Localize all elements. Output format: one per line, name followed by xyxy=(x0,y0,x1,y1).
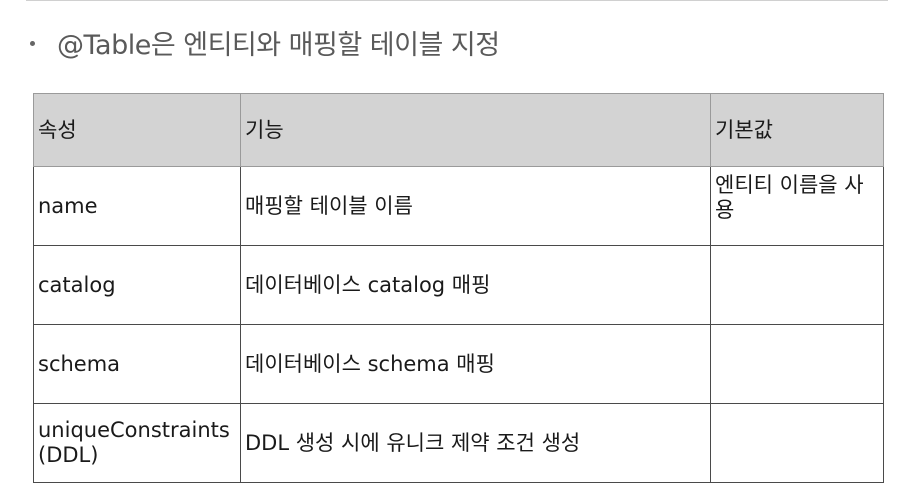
table-row: catalog 데이터베이스 catalog 매핑 xyxy=(33,245,884,325)
cell-default xyxy=(710,324,884,404)
cell-attribute: catalog xyxy=(33,245,241,325)
top-divider xyxy=(26,0,888,1)
bullet-dot-icon xyxy=(30,40,35,46)
cell-attribute: name xyxy=(33,166,241,246)
header-default: 기본값 xyxy=(710,93,884,167)
cell-function: 매핑할 테이블 이름 xyxy=(240,166,711,246)
cell-attribute: uniqueConstraints (DDL) xyxy=(33,403,241,483)
bullet-text: @Table은 엔티티와 매핑할 테이블 지정 xyxy=(57,29,500,61)
attribute-table: 속성 기능 기본값 name 매핑할 테이블 이름 엔티티 이름을 사용 cat… xyxy=(33,93,884,483)
cell-function: DDL 생성 시에 유니크 제약 조건 생성 xyxy=(240,403,711,483)
cell-default xyxy=(710,245,884,325)
cell-function: 데이터베이스 catalog 매핑 xyxy=(240,245,711,325)
cell-attribute: schema xyxy=(33,324,241,404)
cell-default xyxy=(710,403,884,483)
table-row: schema 데이터베이스 schema 매핑 xyxy=(33,324,884,404)
header-function: 기능 xyxy=(240,93,711,167)
table-row: uniqueConstraints (DDL) DDL 생성 시에 유니크 제약… xyxy=(33,403,884,483)
cell-function: 데이터베이스 schema 매핑 xyxy=(240,324,711,404)
cell-default: 엔티티 이름을 사용 xyxy=(710,166,884,246)
table-header-row: 속성 기능 기본값 xyxy=(33,93,884,167)
header-attribute: 속성 xyxy=(33,93,241,167)
bullet-item: @Table은 엔티티와 매핑할 테이블 지정 xyxy=(30,22,500,62)
table-row: name 매핑할 테이블 이름 엔티티 이름을 사용 xyxy=(33,166,884,246)
